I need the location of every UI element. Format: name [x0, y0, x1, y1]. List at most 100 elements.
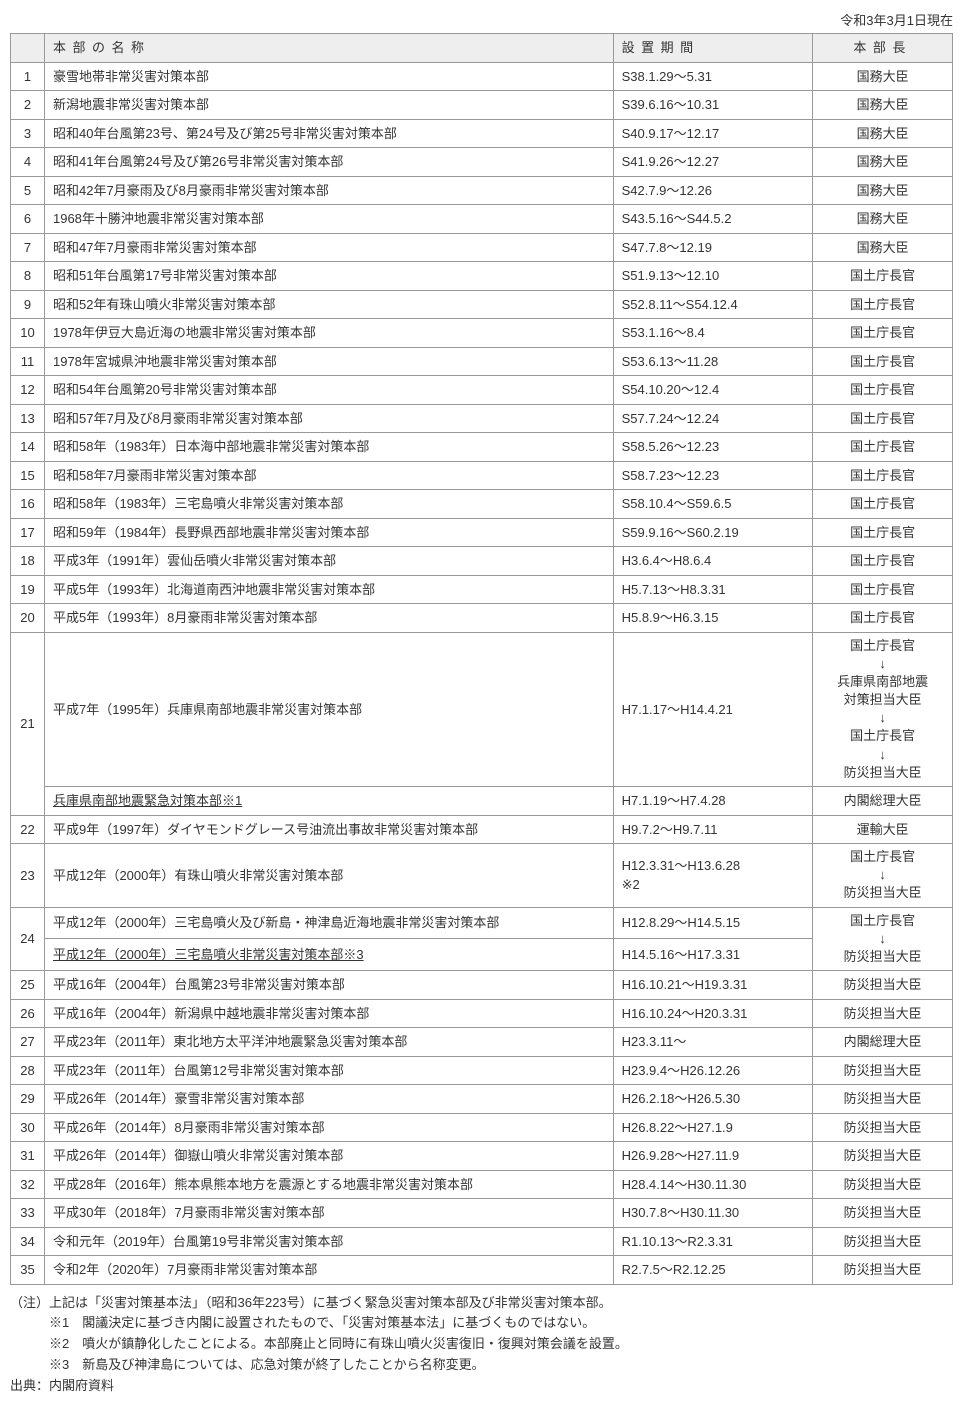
- table-row: 4昭和41年台風第24号及び第26号非常災害対策本部S41.9.26～12.27…: [11, 148, 953, 177]
- row-head: 国務大臣: [813, 91, 953, 120]
- table-row: 33平成30年（2018年）7月豪雨非常災害対策本部H30.7.8～H30.11…: [11, 1199, 953, 1228]
- row-num: 3: [11, 119, 45, 148]
- row-head: 国土庁長官: [813, 604, 953, 633]
- row-num: 14: [11, 433, 45, 462]
- row-period: H16.10.21～H19.3.31: [613, 971, 813, 1000]
- row-period: H26.9.28～H27.11.9: [613, 1142, 813, 1171]
- row-period: S58.5.26～12.23: [613, 433, 813, 462]
- row-name: 兵庫県南部地震緊急対策本部※1: [44, 787, 613, 816]
- row-head: 防災担当大臣: [813, 999, 953, 1028]
- row-name: 1978年伊豆大島近海の地震非常災害対策本部: [44, 319, 613, 348]
- row-head: 国土庁長官: [813, 490, 953, 519]
- row-name: 平成7年（1995年）兵庫県南部地震非常災害対策本部: [44, 632, 613, 787]
- row-head: 国務大臣: [813, 119, 953, 148]
- note-3: ※3 新島及び神津島については、応急対策が終了したことから名称変更。: [10, 1355, 953, 1376]
- row-name: 平成3年（1991年）雲仙岳噴火非常災害対策本部: [44, 547, 613, 576]
- row-name: 令和2年（2020年）7月豪雨非常災害対策本部: [44, 1256, 613, 1285]
- row-period: S54.10.20～12.4: [613, 376, 813, 405]
- row-head: 防災担当大臣: [813, 1142, 953, 1171]
- row-head: 国土庁長官: [813, 575, 953, 604]
- row-period: S43.5.16～S44.5.2: [613, 205, 813, 234]
- row-name: 昭和40年台風第23号、第24号及び第25号非常災害対策本部: [44, 119, 613, 148]
- row-name: 昭和42年7月豪雨及び8月豪雨非常災害対策本部: [44, 176, 613, 205]
- row-num: 10: [11, 319, 45, 348]
- row-head: 国土庁長官: [813, 461, 953, 490]
- table-row: 14昭和58年（1983年）日本海中部地震非常災害対策本部S58.5.26～12…: [11, 433, 953, 462]
- row-num: 29: [11, 1085, 45, 1114]
- row-period: H23.3.11～: [613, 1028, 813, 1057]
- row-name: 平成30年（2018年）7月豪雨非常災害対策本部: [44, 1199, 613, 1228]
- row-name: 平成26年（2014年）御嶽山噴火非常災害対策本部: [44, 1142, 613, 1171]
- as-of-date: 令和3年3月1日現在: [10, 10, 953, 29]
- row-num: 24: [11, 907, 45, 971]
- table-row: 15昭和58年7月豪雨非常災害対策本部S58.7.23～12.23国土庁長官: [11, 461, 953, 490]
- row-head: 防災担当大臣: [813, 1085, 953, 1114]
- row-num: 11: [11, 347, 45, 376]
- row-num: 2: [11, 91, 45, 120]
- table-row: 101978年伊豆大島近海の地震非常災害対策本部S53.1.16～8.4国土庁長…: [11, 319, 953, 348]
- row-num: 25: [11, 971, 45, 1000]
- row-num: 8: [11, 262, 45, 291]
- row-name: 昭和47年7月豪雨非常災害対策本部: [44, 233, 613, 262]
- row-num: 1: [11, 62, 45, 91]
- table-row: 13昭和57年7月及び8月豪雨非常災害対策本部S57.7.24～12.24国土庁…: [11, 404, 953, 433]
- row-num: 20: [11, 604, 45, 633]
- table-row: 24平成12年（2000年）三宅島噴火及び新島・神津島近海地震非常災害対策本部H…: [11, 907, 953, 939]
- row-period: S53.6.13～11.28: [613, 347, 813, 376]
- headquarters-table: 本部の名称 設置期間 本部長 1豪雪地帯非常災害対策本部S38.1.29～5.3…: [10, 33, 953, 1285]
- table-row: 35令和2年（2020年）7月豪雨非常災害対策本部R2.7.5～R2.12.25…: [11, 1256, 953, 1285]
- row-head: 運輸大臣: [813, 815, 953, 844]
- row-name: 昭和58年（1983年）日本海中部地震非常災害対策本部: [44, 433, 613, 462]
- table-row: 34令和元年（2019年）台風第19号非常災害対策本部R1.10.13～R2.3…: [11, 1227, 953, 1256]
- header-blank: [11, 34, 45, 63]
- row-period: H7.1.17～H14.4.21: [613, 632, 813, 787]
- row-period: S40.9.17～12.17: [613, 119, 813, 148]
- table-row: 25平成16年（2004年）台風第23号非常災害対策本部H16.10.21～H1…: [11, 971, 953, 1000]
- row-period: H9.7.2～H9.7.11: [613, 815, 813, 844]
- row-head: 防災担当大臣: [813, 1170, 953, 1199]
- table-row: 30平成26年（2014年）8月豪雨非常災害対策本部H26.8.22～H27.1…: [11, 1113, 953, 1142]
- row-head: 国土庁長官: [813, 319, 953, 348]
- row-period: S57.7.24～12.24: [613, 404, 813, 433]
- row-num: 21: [11, 632, 45, 815]
- row-period: H5.8.9～H6.3.15: [613, 604, 813, 633]
- row-num: 13: [11, 404, 45, 433]
- row-name: 豪雪地帯非常災害対策本部: [44, 62, 613, 91]
- row-name: 昭和41年台風第24号及び第26号非常災害対策本部: [44, 148, 613, 177]
- row-num: 16: [11, 490, 45, 519]
- row-name: 昭和58年7月豪雨非常災害対策本部: [44, 461, 613, 490]
- row-name: 平成5年（1993年）8月豪雨非常災害対策本部: [44, 604, 613, 633]
- row-period: S41.9.26～12.27: [613, 148, 813, 177]
- header-head: 本部長: [813, 34, 953, 63]
- table-row: 16昭和58年（1983年）三宅島噴火非常災害対策本部S58.10.4～S59.…: [11, 490, 953, 519]
- row-period: H16.10.24～H20.3.31: [613, 999, 813, 1028]
- table-row: 2新潟地震非常災害対策本部S39.6.16～10.31国務大臣: [11, 91, 953, 120]
- table-row: 5昭和42年7月豪雨及び8月豪雨非常災害対策本部S42.7.9～12.26国務大…: [11, 176, 953, 205]
- row-num: 6: [11, 205, 45, 234]
- table-row: 平成12年（2000年）三宅島噴火非常災害対策本部※3H14.5.16～H17.…: [11, 939, 953, 971]
- row-num: 12: [11, 376, 45, 405]
- row-period: H26.2.18～H26.5.30: [613, 1085, 813, 1114]
- notes-block: （注）上記は「災害対策基本法」（昭和36年223号）に基づく緊急災害対策本部及び…: [10, 1293, 953, 1397]
- row-name: 平成23年（2011年）台風第12号非常災害対策本部: [44, 1056, 613, 1085]
- row-period: S38.1.29～5.31: [613, 62, 813, 91]
- table-row: 31平成26年（2014年）御嶽山噴火非常災害対策本部H26.9.28～H27.…: [11, 1142, 953, 1171]
- row-name: 1968年十勝沖地震非常災害対策本部: [44, 205, 613, 234]
- row-num: 31: [11, 1142, 45, 1171]
- row-num: 33: [11, 1199, 45, 1228]
- row-num: 27: [11, 1028, 45, 1057]
- row-head: 国土庁長官↓防災担当大臣: [813, 844, 953, 908]
- row-head: 国務大臣: [813, 205, 953, 234]
- table-row: 19平成5年（1993年）北海道南西沖地震非常災害対策本部H5.7.13～H8.…: [11, 575, 953, 604]
- note-main: （注）上記は「災害対策基本法」（昭和36年223号）に基づく緊急災害対策本部及び…: [10, 1293, 953, 1314]
- row-num: 30: [11, 1113, 45, 1142]
- row-period: H23.9.4～H26.12.26: [613, 1056, 813, 1085]
- row-name: 平成28年（2016年）熊本県熊本地方を震源とする地震非常災害対策本部: [44, 1170, 613, 1199]
- row-num: 17: [11, 518, 45, 547]
- row-num: 5: [11, 176, 45, 205]
- row-num: 35: [11, 1256, 45, 1285]
- table-row: 32平成28年（2016年）熊本県熊本地方を震源とする地震非常災害対策本部H28…: [11, 1170, 953, 1199]
- table-row: 7昭和47年7月豪雨非常災害対策本部S47.7.8～12.19国務大臣: [11, 233, 953, 262]
- row-period: S47.7.8～12.19: [613, 233, 813, 262]
- table-row: 3昭和40年台風第23号、第24号及び第25号非常災害対策本部S40.9.17～…: [11, 119, 953, 148]
